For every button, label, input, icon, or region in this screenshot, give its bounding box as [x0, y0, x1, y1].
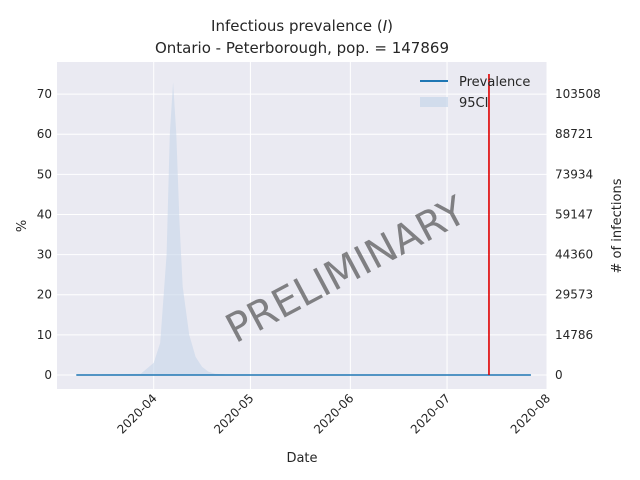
x-tick-label: 2020-08	[508, 391, 553, 436]
y-tick-label: 0	[44, 368, 52, 382]
y-right-tick-label: 103508	[555, 87, 601, 101]
y-right-tick-label: 29573	[555, 288, 593, 302]
y-right-tick-label: 14786	[555, 328, 593, 342]
y-right-tick-labels: 0 14786 29573 44360 59147 73934 88721 103508	[555, 87, 601, 382]
chart-title-line1: Infectious prevalence (I)	[211, 17, 393, 35]
y-axis-label: %	[15, 220, 30, 232]
y-tick-labels: 0 10 20 30 40 50 60 70	[37, 87, 52, 382]
y-tick-label: 60	[37, 127, 52, 141]
y-right-tick-label: 88721	[555, 127, 593, 141]
y-right-axis-label: # of infections	[610, 178, 625, 273]
x-tick-labels: 2020-04 2020-05 2020-06 2020-07 2020-08	[114, 391, 553, 436]
x-axis-label: Date	[286, 451, 317, 466]
legend-label-95ci: 95CI	[459, 96, 488, 111]
y-tick-label: 30	[37, 248, 52, 262]
y-right-tick-label: 0	[555, 368, 563, 382]
y-tick-label: 40	[37, 207, 52, 221]
x-tick-label: 2020-07	[408, 391, 453, 436]
series-layer	[76, 74, 531, 376]
y-tick-label: 20	[37, 288, 52, 302]
y-right-tick-label: 59147	[555, 207, 593, 221]
legend: Prevalence 95CI	[420, 75, 530, 111]
y-right-tick-label: 73934	[555, 167, 593, 181]
y-tick-label: 50	[37, 167, 52, 181]
y-right-tick-label: 44360	[555, 248, 593, 262]
x-tick-label: 2020-05	[211, 391, 256, 436]
x-tick-label: 2020-06	[311, 391, 356, 436]
y-tick-label: 70	[37, 87, 52, 101]
x-tick-label: 2020-04	[114, 391, 159, 436]
legend-swatch-95ci	[420, 97, 448, 107]
y-tick-label: 10	[37, 328, 52, 342]
legend-label-prevalence: Prevalence	[459, 75, 530, 90]
chart-title-line2: Ontario - Peterborough, pop. = 147869	[155, 39, 449, 57]
plot-area	[57, 62, 547, 389]
